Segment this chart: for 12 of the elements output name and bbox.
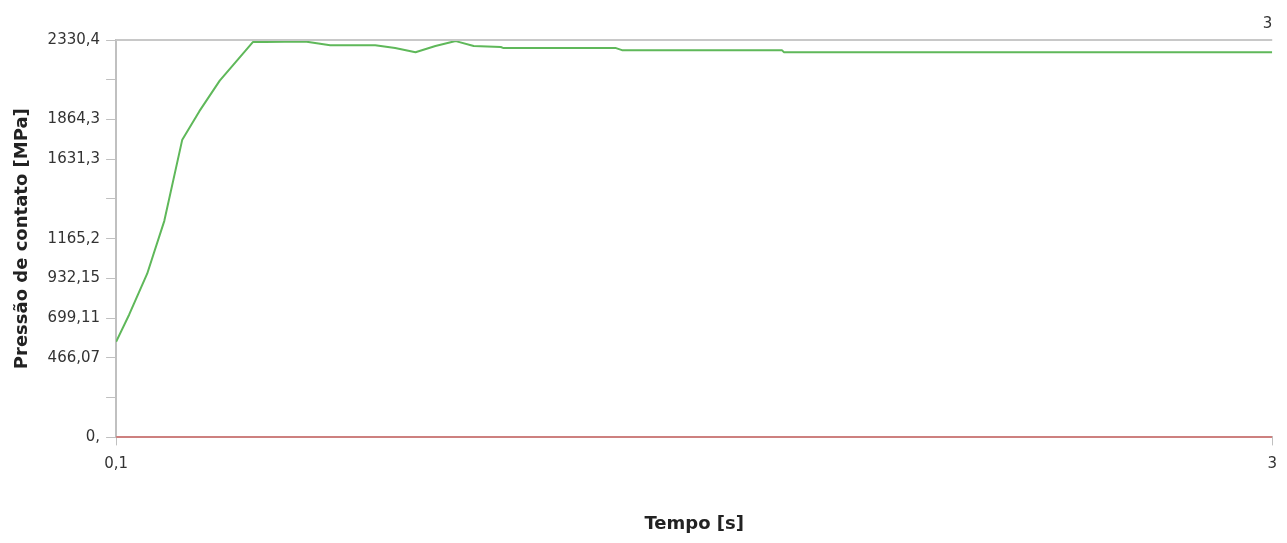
y-tick-label: 1864,3: [47, 109, 101, 128]
y-tick-label: 699,11: [47, 308, 101, 327]
y-axis-title: Pressão de contato [MPa]: [10, 108, 32, 370]
y-tick-label: 1631,3: [47, 149, 101, 168]
text: 3: [1262, 14, 1273, 33]
y-tick-label: 932,15: [47, 268, 101, 287]
y-tick-label: 1165,2: [47, 228, 101, 247]
x-axis-title: Tempo [s]: [644, 511, 744, 533]
x-tick-label: 0,1: [104, 454, 129, 473]
y-tick-label: 466,07: [47, 347, 101, 366]
y-tick-label: 2330,4: [47, 29, 101, 48]
y-tick-label: 0,: [85, 427, 101, 446]
